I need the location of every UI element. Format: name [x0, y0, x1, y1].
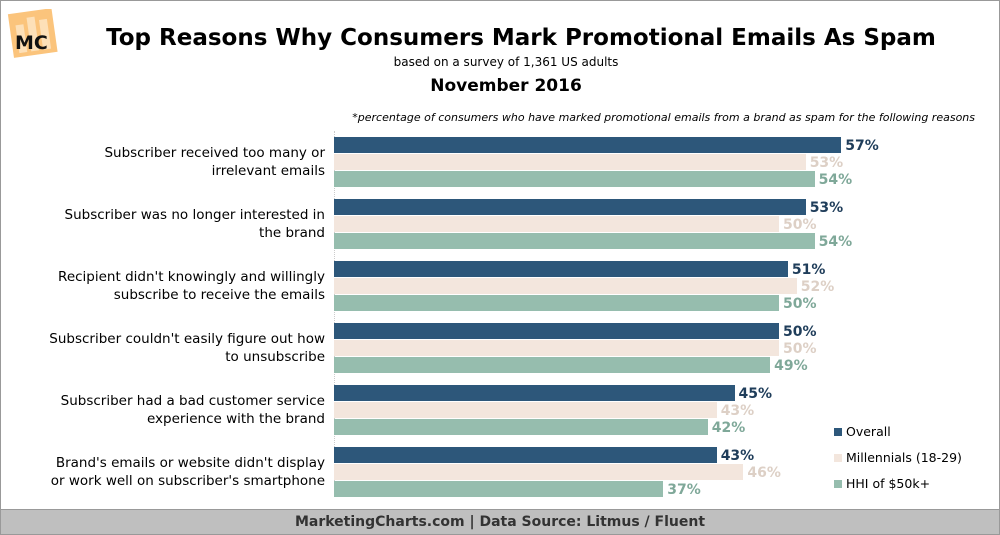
data-label: 49% [774, 358, 808, 374]
category-label-line: Subscriber received too many or [104, 145, 325, 161]
category-axis [334, 131, 335, 497]
data-label: 53% [809, 200, 844, 216]
category-label-line: irrelevant emails [211, 163, 325, 179]
bar-millennials-18-29- [334, 340, 779, 356]
bar-hhi-of-50k- [334, 481, 664, 497]
data-label: 50% [783, 324, 817, 340]
legend-swatch [834, 454, 842, 462]
legend-swatch [834, 428, 842, 436]
chart-date: November 2016 [430, 76, 582, 96]
data-label: 52% [800, 279, 835, 295]
bar-overall [334, 137, 842, 153]
category-label-line: Subscriber couldn't easily figure out ho… [49, 331, 325, 347]
svg-text:MC: MC [15, 32, 48, 54]
legend-label: HHI of $50k+ [846, 476, 931, 491]
category-label: Brand's emails or website didn't display… [1, 454, 325, 490]
category-label-line: Brand's emails or website didn't display [55, 455, 325, 471]
footer-source: MarketingCharts.com | Data Source: Litmu… [1, 509, 999, 534]
bar-hhi-of-50k- [334, 233, 815, 249]
data-label: 57% [845, 138, 879, 154]
bar-overall [334, 261, 788, 277]
chart-title: Top Reasons Why Consumers Mark Promotion… [106, 25, 936, 51]
bar-hhi-of-50k- [334, 419, 708, 435]
bar-millennials-18-29- [334, 154, 806, 170]
chart-note: *percentage of consumers who have marked… [352, 111, 975, 124]
data-label: 43% [720, 403, 755, 419]
bar-millennials-18-29- [334, 216, 779, 232]
chart-subtitle: based on a survey of 1,361 US adults [393, 55, 619, 69]
bar-overall [334, 323, 779, 339]
bar-hhi-of-50k- [334, 357, 771, 373]
marketingcharts-logo: MC [7, 9, 58, 58]
bar-overall [334, 447, 717, 463]
category-label-line: Subscriber had a bad customer service [60, 393, 325, 409]
bar-millennials-18-29- [334, 464, 744, 480]
data-label: 37% [667, 482, 701, 498]
category-label-line: or work well on subscriber's smartphone [50, 473, 325, 489]
category-label: Subscriber had a bad customer service exp… [1, 392, 325, 428]
category-label: Subscriber was no longer interested in th… [1, 206, 325, 242]
legend-label: Millennials (18-29) [846, 450, 962, 465]
legend-item: Millennials (18-29) [834, 450, 962, 465]
legend-swatch [834, 480, 842, 488]
data-label: 46% [747, 465, 781, 481]
category-label: Recipient didn't knowingly and willingly… [1, 268, 325, 304]
data-label: 54% [818, 172, 853, 188]
bar-hhi-of-50k- [334, 171, 815, 187]
category-label-line: Subscriber was no longer interested in [64, 207, 325, 223]
category-label-line: experience with the brand [146, 411, 325, 427]
data-label: 51% [791, 262, 826, 278]
category-label-line: Recipient didn't knowingly and willingly [58, 269, 325, 285]
data-label: 43% [720, 448, 755, 464]
bar-millennials-18-29- [334, 402, 717, 418]
data-label: 50% [783, 296, 817, 312]
legend-item: Overall [834, 424, 891, 439]
category-label: Subscriber received too many or irrelevan… [1, 144, 325, 180]
legend-item: HHI of $50k+ [834, 476, 930, 491]
bar-millennials-18-29- [334, 278, 797, 294]
bar-overall [334, 199, 806, 215]
bar-hhi-of-50k- [334, 295, 779, 311]
category-label-line: subscribe to receive the emails [113, 287, 325, 303]
data-label: 53% [809, 155, 844, 171]
data-label: 50% [783, 217, 817, 233]
category-label: Subscriber couldn't easily figure out ho… [1, 330, 325, 366]
category-label-line: to unsubscribe [225, 349, 325, 365]
category-label-line: the brand [259, 225, 325, 241]
legend-label: Overall [846, 424, 891, 439]
data-label: 42% [711, 420, 746, 436]
data-label: 54% [818, 234, 853, 250]
data-label: 50% [783, 341, 817, 357]
data-label: 45% [738, 386, 773, 402]
bar-overall [334, 385, 735, 401]
